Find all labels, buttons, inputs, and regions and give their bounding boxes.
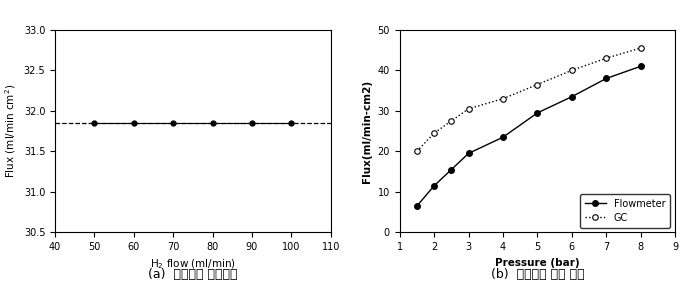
GC bbox=[413, 150, 421, 153]
Flowmeter bbox=[447, 168, 455, 171]
Flowmeter bbox=[464, 152, 473, 155]
Line: Flowmeter: Flowmeter bbox=[414, 63, 644, 209]
GC bbox=[637, 46, 645, 50]
Text: (b)  공급가스 압력 변화: (b) 공급가스 압력 변화 bbox=[491, 268, 584, 281]
Flowmeter bbox=[637, 64, 645, 68]
Text: (a)  공급가스 유량변화: (a) 공급가스 유량변화 bbox=[148, 268, 238, 281]
X-axis label: H$_2$ flow (ml/min): H$_2$ flow (ml/min) bbox=[150, 258, 236, 271]
GC bbox=[568, 69, 576, 72]
GC bbox=[533, 83, 542, 86]
GC bbox=[447, 119, 455, 123]
X-axis label: Pressure (bar): Pressure (bar) bbox=[495, 258, 579, 268]
Flowmeter bbox=[602, 77, 610, 80]
GC bbox=[499, 97, 507, 100]
Flowmeter bbox=[430, 184, 438, 188]
Line: GC: GC bbox=[414, 45, 644, 154]
Flowmeter bbox=[533, 111, 542, 115]
Y-axis label: Flux (ml/min cm$^2$): Flux (ml/min cm$^2$) bbox=[3, 84, 18, 178]
GC bbox=[464, 107, 473, 111]
Flowmeter bbox=[568, 95, 576, 98]
Flowmeter bbox=[499, 135, 507, 139]
GC bbox=[602, 56, 610, 60]
Flowmeter bbox=[413, 204, 421, 208]
Legend: Flowmeter, GC: Flowmeter, GC bbox=[580, 194, 670, 228]
GC bbox=[430, 131, 438, 135]
Y-axis label: Flux(ml/min-cm2): Flux(ml/min-cm2) bbox=[362, 80, 372, 183]
